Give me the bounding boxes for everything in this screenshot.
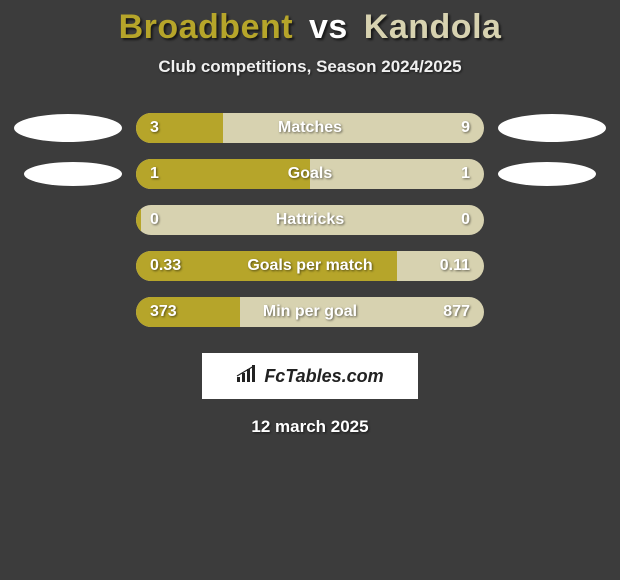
comparison-row: 1Goals1 (0, 151, 620, 197)
comparison-row: 373Min per goal877 (0, 289, 620, 335)
comparison-row: 0Hattricks0 (0, 197, 620, 243)
title-player2: Kandola (364, 8, 502, 46)
title-vs: vs (309, 8, 348, 46)
title-player1: Broadbent (119, 8, 294, 46)
footer-logo-text: FcTables.com (264, 366, 383, 387)
subtitle: Club competitions, Season 2024/2025 (0, 57, 620, 77)
footer-logo: FcTables.com (202, 353, 418, 399)
comparison-bar: 0.33Goals per match0.11 (136, 251, 484, 281)
bar-center-label: Hattricks (136, 205, 484, 235)
comparison-bar: 1Goals1 (136, 159, 484, 189)
bar-right-value: 0.11 (440, 251, 470, 281)
comparison-bar: 3Matches9 (136, 113, 484, 143)
player1-oval-icon (24, 162, 122, 186)
date-text: 12 march 2025 (0, 417, 620, 437)
comparison-bar: 0Hattricks0 (136, 205, 484, 235)
comparison-row: 3Matches9 (0, 105, 620, 151)
bar-right-value: 0 (461, 205, 470, 235)
comparison-bar: 373Min per goal877 (136, 297, 484, 327)
player2-oval-icon (498, 162, 596, 186)
bar-center-label: Goals per match (136, 251, 484, 281)
bar-center-label: Matches (136, 113, 484, 143)
player1-oval-icon (14, 114, 122, 142)
bar-center-label: Min per goal (136, 297, 484, 327)
bar-chart-icon (236, 365, 258, 388)
bar-right-value: 877 (443, 297, 470, 327)
player2-oval-icon (498, 114, 606, 142)
comparison-row: 0.33Goals per match0.11 (0, 243, 620, 289)
page-title: Broadbent vs Kandola (0, 0, 620, 47)
bar-center-label: Goals (136, 159, 484, 189)
bar-right-value: 1 (461, 159, 470, 189)
bar-right-value: 9 (461, 113, 470, 143)
comparison-rows: 3Matches9 1Goals1 0Hattricks0 0.33Goals per… (0, 105, 620, 335)
